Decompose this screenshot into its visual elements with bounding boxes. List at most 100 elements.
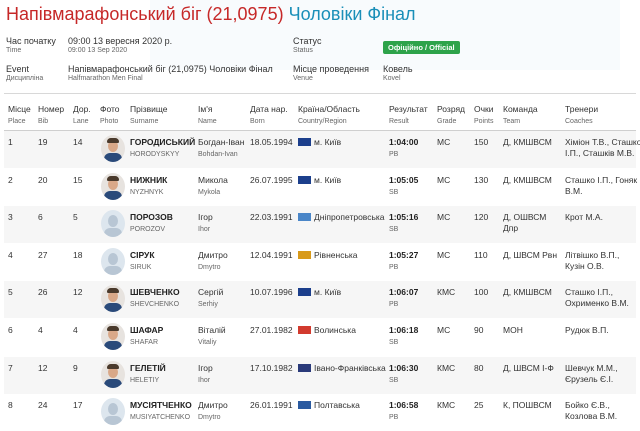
- athlete-photo[interactable]: [101, 247, 125, 275]
- cell-region[interactable]: Івано-Франківська: [298, 363, 386, 374]
- cell-coaches: Крот М.А.: [565, 212, 603, 223]
- table-row[interactable]: 3 6 5 ПОРОЗОВ POROZOV Ігор Ihor 22.03.1991 Дніпр…: [4, 206, 636, 244]
- cell-surname[interactable]: ГОРОДИСЬКИЙ HORODYSKYY: [130, 137, 196, 158]
- cell-place: 1: [8, 137, 13, 147]
- col-lane[interactable]: Дор. Lane: [73, 104, 91, 125]
- cell-bib: 26: [38, 287, 48, 298]
- event-label: Event: [6, 64, 30, 74]
- header-watermark: [150, 0, 620, 70]
- table-row[interactable]: 5 26 12 ШЕВЧЕНКО SHEVCHENKO Сергій Serhiy 10.07…: [4, 281, 636, 319]
- cell-coaches: Літвішко В.П., Кузін О.В.: [565, 249, 620, 271]
- cell-coaches: Шевчук М.М., Єрузель Є.І.: [565, 362, 618, 384]
- cell-place: 5: [8, 287, 13, 298]
- athlete-photo[interactable]: [101, 360, 125, 388]
- table-row[interactable]: 7 12 9 ГЕЛЕТІЙ HELETIY Ігор Ihor 17.10.1982 Іван…: [4, 356, 636, 394]
- cell-bib: 4: [38, 325, 43, 335]
- cell-surname[interactable]: СІРУК SIRUK: [130, 249, 155, 271]
- cell-grade: МС: [437, 325, 451, 335]
- col-born[interactable]: Дата нар. Born: [250, 104, 288, 125]
- table-row[interactable]: 2 20 15 НИЖНИК NYZHNYK Микола Mykola 26.07.1995…: [4, 169, 638, 206]
- cell-born: 17.10.1982: [250, 362, 293, 373]
- cell-place: 7: [8, 362, 13, 373]
- col-country[interactable]: Країна/Область Country/Region: [298, 104, 360, 125]
- cell-lane: 5: [73, 212, 78, 223]
- cell-grade: МС: [437, 212, 451, 223]
- cell-surname[interactable]: ПОРОЗОВ POROZOV: [130, 212, 173, 234]
- event-label-en: Дисципліна: [6, 75, 44, 82]
- cell-team: МОН: [503, 325, 523, 335]
- start-label: Час початку: [6, 36, 56, 46]
- cell-lane: 18: [73, 249, 83, 260]
- cell-name: Дмитро Dmytro: [198, 249, 228, 271]
- athlete-photo[interactable]: [101, 210, 125, 238]
- col-points[interactable]: Очки Points: [474, 104, 494, 125]
- cell-result: 1:06:07 PB: [389, 287, 419, 309]
- cell-name: Ігор Ihor: [198, 212, 213, 234]
- table-row[interactable]: 4 27 18 СІРУК SIRUK Дмитро Dmytro 12.04.1991 Рів…: [4, 244, 636, 281]
- region-flag-icon: [298, 288, 311, 297]
- col-result[interactable]: Результат Result: [389, 104, 428, 125]
- cell-grade: МС: [437, 137, 451, 147]
- cell-region[interactable]: м. Київ: [298, 287, 341, 298]
- cell-region[interactable]: м. Київ: [298, 137, 341, 148]
- region-flag-icon: [298, 401, 311, 410]
- cell-points: 110: [474, 249, 488, 260]
- cell-coaches: Бойко Є.В., Козлова В.М.: [565, 400, 618, 422]
- start-value-en: 09:00 13 Sep 2020: [68, 47, 128, 54]
- event-value-en: Halfmarathon Men Final: [68, 75, 143, 82]
- start-label-en: Time: [6, 47, 22, 54]
- col-name[interactable]: Ім'я Name: [198, 104, 217, 125]
- region-flag-icon: [298, 175, 311, 184]
- cell-result: 1:06:30 SB: [389, 362, 419, 384]
- region-flag-icon: [298, 326, 311, 334]
- col-grade[interactable]: Розряд Grade: [437, 104, 466, 125]
- col-surname[interactable]: Прізвище Surname: [130, 104, 168, 125]
- cell-region[interactable]: Рівненська: [298, 250, 358, 261]
- cell-region[interactable]: Дніпропетровська: [298, 212, 385, 223]
- col-bib[interactable]: Номер Bib: [38, 104, 65, 125]
- cell-born: 12.04.1991: [250, 249, 293, 260]
- cell-bib: 6: [38, 212, 43, 223]
- athlete-photo[interactable]: [101, 323, 125, 350]
- cell-lane: 14: [73, 137, 83, 147]
- cell-surname[interactable]: ШЕВЧЕНКО SHEVCHENKO: [130, 287, 180, 309]
- cell-place: 4: [8, 249, 13, 260]
- cell-result: 1:05:27 PB: [389, 249, 419, 271]
- cell-bib: 24: [38, 400, 48, 411]
- cell-grade: КМС: [437, 400, 456, 411]
- cell-lane: 17: [73, 400, 83, 411]
- athlete-photo[interactable]: [101, 285, 125, 313]
- athlete-photo[interactable]: [101, 398, 125, 426]
- title-event: Напівмарафонський біг (21,0975): [6, 4, 284, 24]
- athlete-photo[interactable]: [101, 172, 125, 200]
- cell-place: 6: [8, 325, 13, 335]
- col-team[interactable]: Команда Team: [503, 104, 538, 125]
- cell-result: 1:06:18 SB: [389, 325, 419, 346]
- cell-name: Ігор Ihor: [198, 362, 213, 384]
- athlete-photo[interactable]: [101, 135, 125, 162]
- cell-region[interactable]: м. Київ: [298, 175, 341, 186]
- cell-bib: 19: [38, 137, 48, 147]
- cell-coaches: Сташко І.П., Гоняк В.М.: [565, 174, 638, 196]
- cell-grade: МС: [437, 174, 451, 185]
- col-coaches: Тренери Coaches: [565, 104, 599, 125]
- cell-lane: 9: [73, 362, 78, 373]
- cell-surname[interactable]: ГЕЛЕТІЙ HELETIY: [130, 362, 166, 384]
- cell-surname[interactable]: МУСІЯТЧЕНКО MUSIYATCHENKO: [130, 400, 192, 422]
- cell-region[interactable]: Полтавська: [298, 400, 360, 411]
- status-badge: Офіційно / Official: [383, 41, 460, 54]
- table-row[interactable]: 1 19 14 ГОРОДИСЬКИЙ HORODYSKYY Богдан-Іван Boh…: [4, 131, 640, 168]
- col-place[interactable]: Місце Place: [8, 104, 31, 125]
- cell-team: К, ПОШВСМ: [503, 400, 552, 411]
- cell-surname[interactable]: ШАФАР SHAFAR: [130, 325, 164, 346]
- table-row[interactable]: 6 4 4 ШАФАР SHAFAR Віталій Vitaliy 27.01.1982 Во…: [4, 319, 636, 356]
- status-label: Статус: [293, 36, 322, 46]
- cell-place: 2: [8, 174, 13, 185]
- cell-bib: 12: [38, 362, 48, 373]
- cell-points: 80: [474, 362, 484, 373]
- cell-team: Д, ШВСМ І-Ф: [503, 362, 554, 373]
- cell-surname[interactable]: НИЖНИК NYZHNYK: [130, 174, 168, 196]
- cell-region[interactable]: Волинська: [298, 325, 356, 336]
- cell-points: 25: [474, 400, 484, 411]
- cell-result: 1:06:58 PB: [389, 400, 419, 422]
